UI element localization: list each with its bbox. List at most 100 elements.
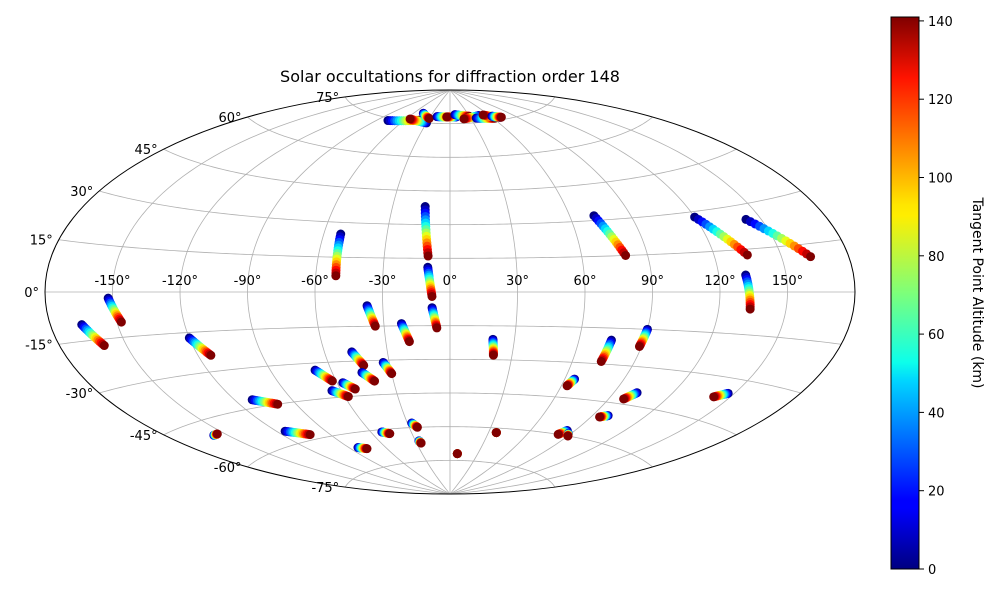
occultation-point [423, 251, 433, 261]
occultation-point [562, 381, 572, 391]
occultation-point [385, 429, 395, 439]
occultation-point [442, 112, 452, 122]
occultation-track [690, 212, 752, 260]
y-tick-label: -45° [130, 429, 158, 444]
occultation-track [487, 111, 506, 122]
occultation-track [77, 320, 109, 351]
occultation-point [387, 369, 397, 379]
occultation-point [432, 323, 442, 333]
meridian-line [314, 89, 451, 495]
y-tick-label: -60° [214, 461, 242, 476]
occultation-point [416, 438, 426, 448]
colorbar-ticks: 0 20 40 60 80 100 120 140 [919, 15, 953, 578]
occultation-point [327, 376, 337, 386]
colorbar-tick-label: 0 [928, 563, 936, 578]
occultation-point [343, 392, 353, 402]
longitude-tick-labels: -150° -120° -90° -60° -30° 0° 30° 60° 90° 120° 150… [94, 274, 803, 289]
occultation-track [709, 388, 733, 402]
occultation-point [553, 429, 563, 439]
occultation-point [212, 429, 222, 439]
occultation-track [407, 418, 422, 432]
occultation-track [209, 429, 222, 440]
graticule [45, 89, 855, 495]
occultation-track [634, 324, 652, 351]
occultation-point [412, 422, 422, 432]
y-tick-label: 75° [316, 91, 339, 106]
occultation-track [405, 114, 431, 128]
occultation-point [350, 384, 360, 394]
occultation-track [396, 319, 414, 347]
occultation-track [357, 367, 380, 386]
occultation-point [619, 394, 629, 404]
occultation-track [619, 388, 642, 404]
occultation-point [488, 350, 498, 360]
occultation-point [806, 252, 816, 262]
x-tick-label: -90° [234, 274, 262, 289]
occultation-point [621, 250, 631, 260]
occultation-point [563, 431, 573, 441]
occultation-track [414, 436, 426, 448]
occultation-track [331, 229, 346, 281]
occultation-point [404, 337, 414, 347]
meridian-line [112, 89, 451, 495]
latitude-tick-labels: -75° -60° -45° -30° -15° 0° 15° 30° 45° 60° 75° [24, 91, 339, 496]
colorbar-label: Tangent Point Altitude (km) [969, 196, 985, 388]
occultation-point [362, 444, 372, 454]
occultation-track [247, 395, 283, 409]
colorbar [890, 16, 920, 570]
occultation-point [305, 430, 315, 440]
y-tick-label: 30° [70, 185, 93, 200]
occultation-track [362, 301, 380, 331]
occultation-point [424, 113, 434, 123]
occultation-track [184, 333, 216, 360]
chart-title: Solar occultations for diffraction order… [280, 67, 620, 86]
occultation-point [359, 360, 369, 370]
occultation-track [491, 428, 501, 438]
occultation-track [327, 386, 353, 402]
colorbar-tick-label: 140 [928, 15, 953, 30]
meridian-line [449, 89, 721, 495]
occultation-track [589, 211, 631, 260]
occultation-point [370, 376, 380, 386]
occultation-track [103, 293, 126, 327]
occultation-point [116, 317, 126, 327]
occultation-point [596, 356, 606, 366]
occultation-point [459, 114, 469, 124]
occultation-track [427, 303, 442, 333]
y-tick-label: 15° [30, 234, 53, 249]
occultation-point [427, 291, 437, 301]
occultation-point [491, 428, 501, 438]
x-tick-label: 0° [443, 274, 458, 289]
x-tick-label: -150° [94, 274, 130, 289]
meridian-line [449, 89, 788, 495]
occultation-track [562, 374, 580, 391]
meridian-line [449, 89, 518, 495]
y-tick-label: 45° [135, 143, 158, 158]
y-tick-label: -15° [25, 338, 53, 353]
occultation-point [370, 321, 380, 331]
y-tick-label: -75° [311, 481, 339, 496]
colorbar-tick-label: 20 [928, 485, 945, 500]
x-tick-label: 60° [573, 274, 596, 289]
x-tick-label: -60° [301, 274, 329, 289]
meridian-line [179, 89, 451, 495]
meridian-line [382, 89, 451, 495]
occultation-track [595, 411, 613, 422]
occultation-point [452, 449, 462, 459]
occultation-point [99, 341, 109, 351]
x-tick-label: 150° [772, 274, 803, 289]
occultation-track [378, 357, 397, 379]
colorbar-tick-label: 100 [928, 172, 953, 187]
occultation-track [418, 108, 434, 123]
y-tick-label: -30° [66, 387, 94, 402]
colorbar-tick-label: 60 [928, 328, 945, 343]
occultation-point [478, 110, 488, 120]
occultation-track [423, 262, 437, 301]
occultation-track [596, 335, 616, 366]
occultation-point [595, 412, 605, 422]
occultation-track [452, 449, 462, 459]
occultation-track [488, 334, 498, 360]
occultation-point [634, 341, 644, 351]
occultation-track [353, 443, 372, 454]
